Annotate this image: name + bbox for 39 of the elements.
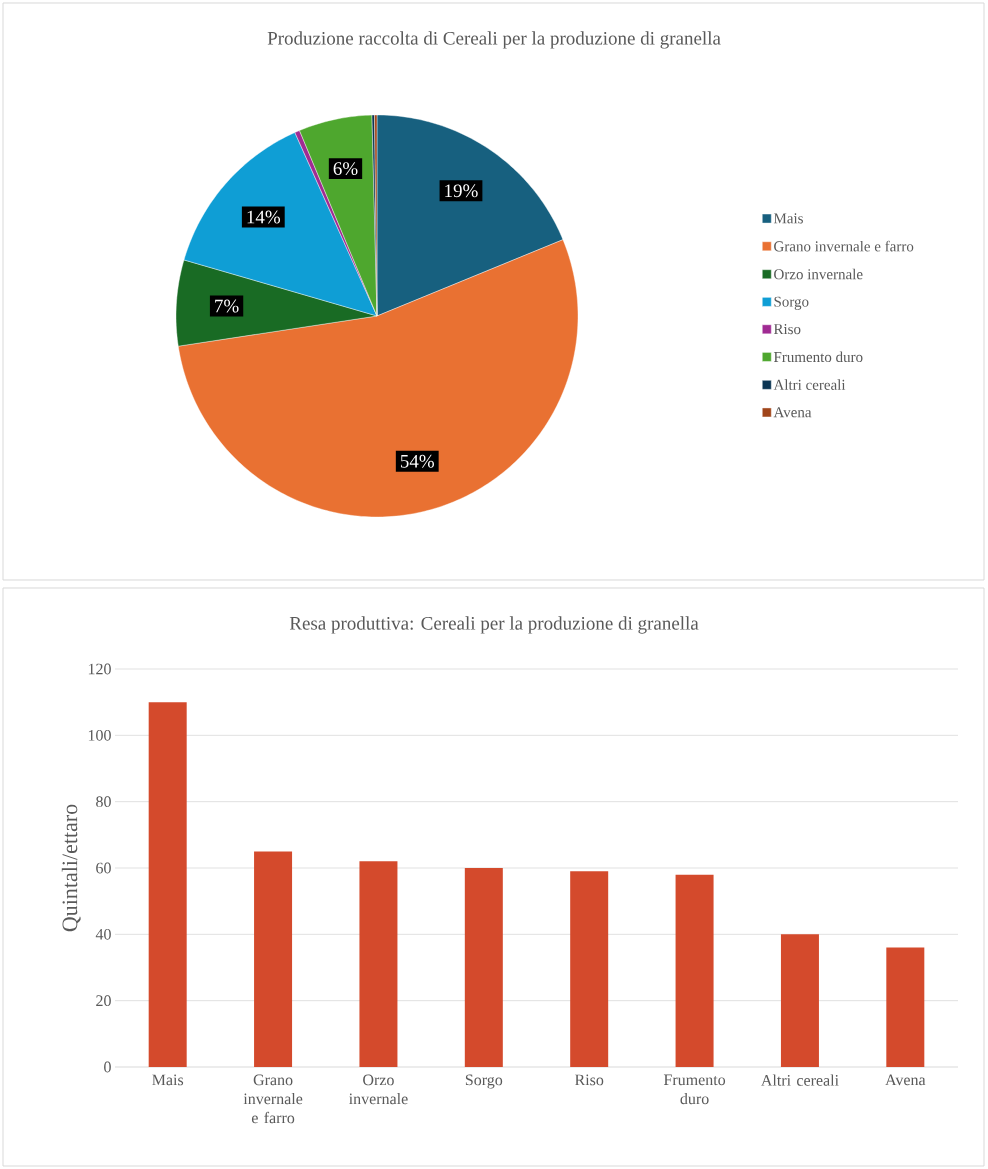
legend-label: Grano invernale e farro — [774, 240, 914, 252]
bar — [254, 851, 293, 1067]
y-tick-label: 120 — [88, 663, 111, 675]
x-tick-label: Avena — [885, 1074, 926, 1086]
bar — [148, 702, 187, 1067]
y-tick-label: 40 — [95, 928, 111, 940]
legend-label: Orzo invernale — [774, 268, 863, 280]
legend-label: Mais — [773, 213, 803, 224]
legend-label: Sorgo — [774, 296, 809, 310]
bar — [886, 947, 925, 1067]
data-label: 14% — [247, 210, 281, 224]
data-label: 54% — [400, 454, 434, 468]
y-tick-label: 0 — [104, 1061, 111, 1073]
y-tick-label: 80 — [96, 796, 111, 808]
bar — [780, 934, 819, 1067]
x-tick-label: Sorgo — [465, 1074, 503, 1089]
bar — [464, 868, 503, 1067]
legend-label: Altri cereali — [773, 379, 846, 390]
data-label: 19% — [445, 184, 478, 198]
x-tick-label: Frumento duro — [663, 1074, 726, 1105]
bar — [570, 871, 609, 1067]
x-tick-label: Altri cereali — [761, 1074, 839, 1086]
data-label: 7% — [215, 299, 239, 313]
y-tick-label: 20 — [96, 995, 111, 1007]
chart-title: Resa produttiva: Cereali per la produzione di granella — [289, 616, 699, 634]
bar — [359, 861, 398, 1067]
y-tick-label: 100 — [88, 729, 111, 741]
bar — [675, 874, 714, 1067]
x-tick-label: Mais — [152, 1074, 184, 1086]
legend-label: Frumento duro — [773, 351, 863, 363]
data-label: 6% — [333, 162, 358, 176]
chart-title: Produzione raccolta di Cereali per la produzione di granella — [267, 31, 721, 49]
x-tick-label: Orzo invernale — [349, 1074, 408, 1105]
legend-label: Avena — [773, 407, 812, 418]
x-tick-label: Riso — [574, 1074, 604, 1086]
legend-label: Riso — [773, 324, 801, 335]
x-tick-label: Grano invernale e farro — [243, 1074, 303, 1124]
y-tick-label: 60 — [96, 862, 111, 874]
y-axis-title: Quintali/ettaro — [61, 804, 81, 932]
